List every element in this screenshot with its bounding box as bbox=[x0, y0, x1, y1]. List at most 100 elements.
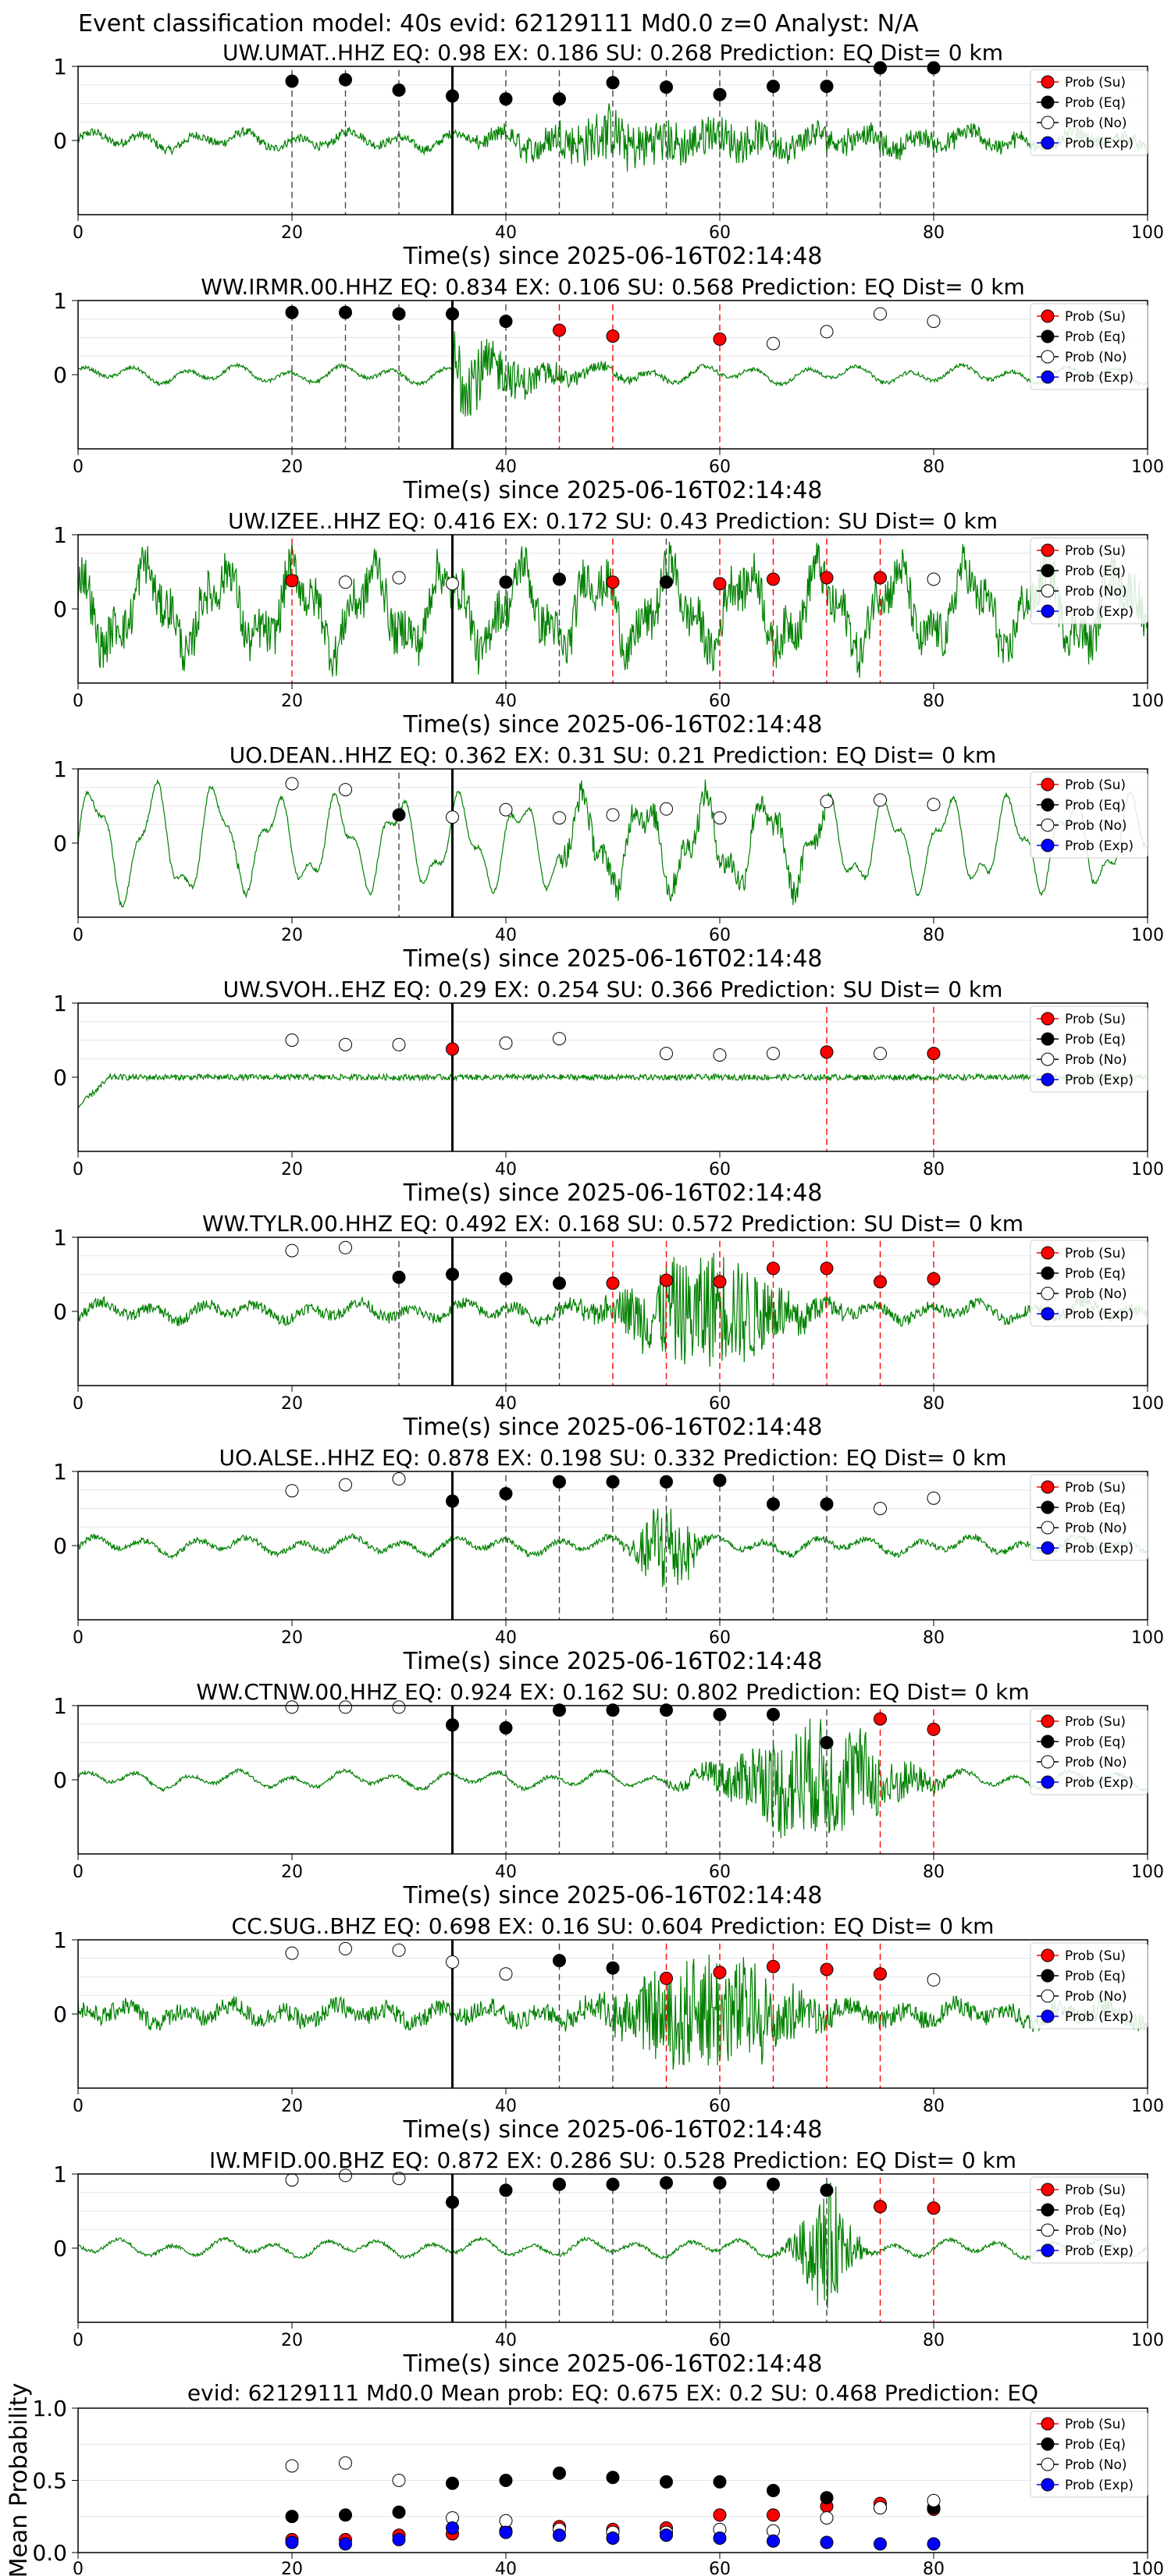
x-tick-label: 80 bbox=[923, 223, 945, 243]
legend-label: Prob (Exp) bbox=[1065, 2243, 1134, 2259]
mean-marker-no bbox=[820, 2511, 834, 2525]
mean-marker-exp bbox=[927, 2537, 941, 2551]
legend-label: Prob (Eq) bbox=[1065, 1032, 1126, 1048]
x-tick-label: 20 bbox=[281, 1628, 303, 1648]
prob-marker-eq bbox=[767, 80, 780, 94]
x-tick-label: 60 bbox=[709, 2560, 731, 2576]
prob-marker-no bbox=[874, 1502, 887, 1515]
mean-marker-eq bbox=[499, 2474, 513, 2487]
prob-marker-su bbox=[553, 323, 566, 337]
prob-marker-no bbox=[339, 1240, 352, 1254]
legend-marker-eq bbox=[1041, 798, 1055, 812]
prob-marker-eq bbox=[660, 1703, 673, 1717]
legend-marker-no bbox=[1041, 116, 1055, 130]
station-panel: WW.TYLR.00.HHZ EQ: 0.492 EX: 0.168 SU: 0… bbox=[53, 1211, 1164, 1441]
legend-label: Prob (Su) bbox=[1065, 777, 1126, 793]
x-axis-label: Time(s) since 2025-06-16T02:14:48 bbox=[403, 2350, 823, 2378]
prob-marker-no bbox=[927, 1491, 941, 1505]
prob-marker-eq bbox=[499, 2183, 513, 2197]
legend-label: Prob (No) bbox=[1065, 584, 1127, 600]
legend-label: Prob (No) bbox=[1065, 1052, 1127, 1068]
legend-label: Prob (Su) bbox=[1065, 2417, 1126, 2432]
y-tick-label: 0 bbox=[53, 2236, 67, 2261]
y-tick-label: 0 bbox=[53, 1299, 67, 1325]
legend-box bbox=[1030, 537, 1148, 624]
prob-marker-eq bbox=[553, 2177, 566, 2191]
x-tick-label: 100 bbox=[1131, 457, 1164, 477]
waveform-trace bbox=[77, 331, 1148, 417]
x-axis-label: Time(s) since 2025-06-16T02:14:48 bbox=[403, 1414, 823, 1441]
prob-marker-eq bbox=[285, 305, 299, 319]
x-tick-label: 100 bbox=[1131, 2097, 1164, 2116]
legend-box bbox=[1030, 1708, 1148, 1795]
station-panel: UW.IZEE..HHZ EQ: 0.416 EX: 0.172 SU: 0.4… bbox=[53, 508, 1164, 738]
x-tick-label: 0 bbox=[73, 1628, 84, 1648]
mean-marker-exp bbox=[820, 2535, 834, 2549]
legend-label: Prob (Exp) bbox=[1065, 1541, 1134, 1557]
prob-marker-no bbox=[927, 572, 941, 586]
prob-marker-eq bbox=[499, 575, 513, 589]
prob-marker-no bbox=[767, 1047, 780, 1061]
station-panel: UO.ALSE..HHZ EQ: 0.878 EX: 0.198 SU: 0.3… bbox=[53, 1445, 1164, 1675]
prob-marker-no bbox=[927, 315, 941, 329]
prob-marker-no bbox=[392, 1037, 406, 1051]
mean-marker-eq bbox=[606, 2471, 620, 2485]
mean-marker-eq bbox=[820, 2491, 834, 2505]
mean-marker-eq bbox=[767, 2483, 780, 2497]
station-panel: WW.CTNW.00.HHZ EQ: 0.924 EX: 0.162 SU: 0… bbox=[53, 1679, 1164, 1909]
legend-marker-exp bbox=[1041, 1541, 1055, 1555]
prob-marker-no bbox=[285, 1700, 299, 1714]
prob-marker-no bbox=[285, 1244, 299, 1258]
panel-title: WW.TYLR.00.HHZ EQ: 0.492 EX: 0.168 SU: 0… bbox=[202, 1211, 1023, 1236]
waveform-trace bbox=[77, 1072, 1148, 1108]
legend-label: Prob (Eq) bbox=[1065, 2437, 1126, 2453]
x-tick-label: 20 bbox=[281, 1394, 303, 1414]
legend-label: Prob (Su) bbox=[1065, 2183, 1126, 2198]
prob-marker-su bbox=[820, 1962, 834, 1976]
legend-label: Prob (Su) bbox=[1065, 1714, 1126, 1730]
prob-marker-eq bbox=[767, 1707, 780, 1721]
legend-marker-exp bbox=[1041, 2243, 1055, 2258]
prob-marker-no bbox=[499, 1036, 513, 1050]
prob-marker-eq bbox=[553, 572, 566, 586]
mean-marker-no bbox=[392, 2474, 406, 2487]
x-tick-label: 40 bbox=[495, 2331, 517, 2350]
x-tick-label: 20 bbox=[281, 926, 303, 945]
legend-box bbox=[1030, 1474, 1148, 1561]
mean-marker-eq bbox=[446, 2476, 459, 2490]
prob-marker-eq bbox=[660, 1475, 673, 1489]
mean-marker-eq bbox=[392, 2505, 406, 2519]
legend-label: Prob (Su) bbox=[1065, 543, 1126, 559]
x-tick-label: 80 bbox=[923, 2331, 945, 2350]
legend-marker-su bbox=[1041, 309, 1055, 323]
legend-marker-eq bbox=[1041, 1735, 1055, 1749]
prob-marker-su bbox=[767, 1261, 780, 1276]
legend-marker-no bbox=[1041, 1989, 1055, 2003]
legend-marker-eq bbox=[1041, 2203, 1055, 2217]
legend-box bbox=[1030, 2176, 1148, 2264]
prob-marker-eq bbox=[606, 1961, 620, 1975]
legend-label: Prob (Eq) bbox=[1065, 1500, 1126, 1516]
legend-marker-su bbox=[1041, 1948, 1055, 1962]
y-tick-label: 0.0 bbox=[32, 2540, 67, 2566]
x-tick-label: 80 bbox=[923, 1628, 945, 1648]
y-tick-label: 1 bbox=[53, 1225, 67, 1251]
prob-marker-su bbox=[713, 332, 727, 346]
x-tick-label: 40 bbox=[495, 1394, 517, 1414]
prob-marker-eq bbox=[553, 1954, 566, 1968]
legend-label: Prob (Eq) bbox=[1065, 564, 1126, 579]
mean-marker-no bbox=[927, 2493, 941, 2507]
legend-marker-no bbox=[1041, 350, 1055, 364]
legend-marker-eq bbox=[1041, 1266, 1055, 1280]
legend-label: Prob (Su) bbox=[1065, 1948, 1126, 1964]
legend-marker-su bbox=[1041, 1480, 1055, 1494]
prob-marker-no bbox=[767, 336, 780, 350]
prob-marker-no bbox=[660, 1047, 673, 1061]
legend-marker-eq bbox=[1041, 95, 1055, 109]
prob-marker-su bbox=[927, 1047, 941, 1061]
mean-marker-exp bbox=[446, 2521, 459, 2535]
legend-marker-no bbox=[1041, 1521, 1055, 1535]
prob-marker-su bbox=[927, 2201, 941, 2215]
waveform-trace bbox=[77, 778, 1148, 908]
prob-marker-no bbox=[285, 2173, 299, 2187]
